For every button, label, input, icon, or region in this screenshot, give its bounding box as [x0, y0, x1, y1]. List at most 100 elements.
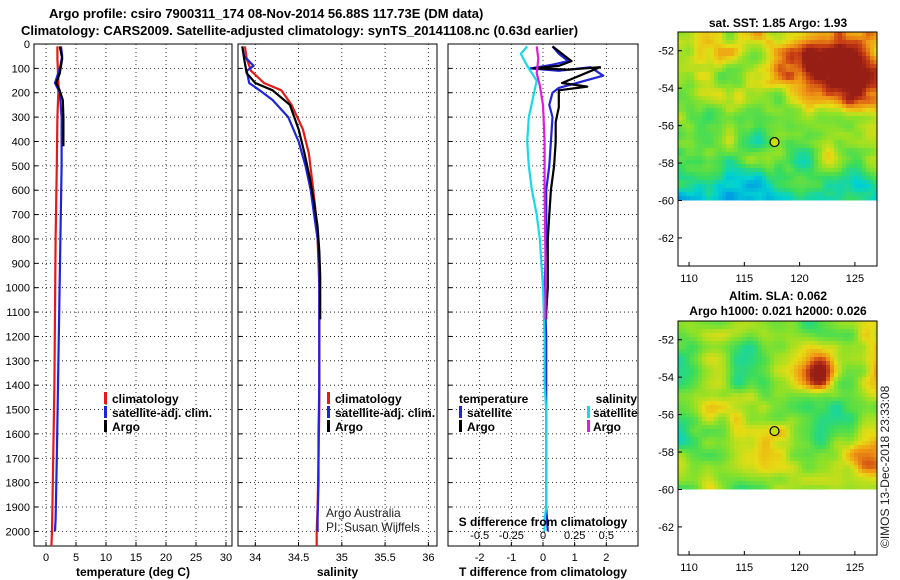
heatmap-cell: [870, 381, 874, 385]
heatmap-cell: [830, 357, 834, 361]
heatmap-cell: [702, 120, 706, 124]
heatmap-cell: [758, 112, 762, 116]
heatmap-cell: [822, 32, 826, 36]
heatmap-cell: [826, 40, 830, 44]
heatmap-cell: [742, 465, 746, 469]
heatmap-cell: [870, 188, 874, 192]
heatmap-cell: [818, 453, 822, 457]
heatmap-cell: [850, 92, 854, 96]
heatmap-cell: [850, 96, 854, 100]
heatmap-cell: [714, 401, 718, 405]
heatmap-cell: [754, 425, 758, 429]
heatmap-cell: [786, 196, 790, 200]
heatmap-cell: [762, 321, 766, 325]
heatmap-cell: [702, 385, 706, 389]
heatmap-cell: [798, 453, 802, 457]
heatmap-cell: [846, 76, 850, 80]
heatmap-cell: [774, 148, 778, 152]
heatmap-cell: [810, 409, 814, 413]
heatmap-cell: [786, 453, 790, 457]
heatmap-cell: [678, 140, 682, 144]
heatmap-cell: [746, 457, 750, 461]
heatmap-cell: [874, 469, 877, 473]
heatmap-cell: [810, 369, 814, 373]
heatmap-cell: [790, 112, 794, 116]
heatmap-cell: [734, 321, 738, 325]
heatmap-cell: [678, 96, 682, 100]
heatmap-cell: [866, 413, 870, 417]
heatmap-cell: [794, 116, 798, 120]
heatmap-cell: [738, 485, 742, 489]
heatmap-cell: [758, 44, 762, 48]
heatmap-cell: [678, 381, 682, 385]
heatmap-cell: [710, 100, 714, 104]
heatmap-cell: [862, 176, 866, 180]
heatmap-cell: [822, 172, 826, 176]
heatmap-cell: [766, 453, 770, 457]
heatmap-cell: [822, 369, 826, 373]
heatmap-cell: [794, 429, 798, 433]
heatmap-cell: [718, 116, 722, 120]
heatmap-cell: [690, 36, 694, 40]
heatmap-cell: [790, 401, 794, 405]
heatmap-cell: [870, 40, 874, 44]
heatmap-cell: [798, 180, 802, 184]
heatmap-cell: [762, 389, 766, 393]
heatmap-cell: [790, 481, 794, 485]
heatmap-cell: [818, 172, 822, 176]
heatmap-cell: [766, 429, 770, 433]
x-tick-label: 125: [846, 273, 864, 285]
heatmap-cell: [690, 405, 694, 409]
heatmap-cell: [862, 132, 866, 136]
y-tick-label: 800: [12, 234, 30, 246]
heatmap-cell: [758, 88, 762, 92]
heatmap-cell: [742, 96, 746, 100]
heatmap-cell: [806, 192, 810, 196]
heatmap-cell: [818, 140, 822, 144]
heatmap-cell: [806, 72, 810, 76]
heatmap-cell: [826, 164, 830, 168]
heatmap-cell: [714, 32, 718, 36]
heatmap-cell: [778, 389, 782, 393]
heatmap-cell: [686, 120, 690, 124]
heatmap-cell: [830, 72, 834, 76]
heatmap-cell: [774, 325, 778, 329]
heatmap-cell: [874, 124, 877, 128]
heatmap-cell: [794, 397, 798, 401]
heatmap-cell: [830, 152, 834, 156]
heatmap-cell: [842, 381, 846, 385]
heatmap-cell: [702, 341, 706, 345]
heatmap-cell: [682, 72, 686, 76]
heatmap-cell: [690, 341, 694, 345]
heatmap-cell: [738, 345, 742, 349]
heatmap-cell: [690, 100, 694, 104]
heatmap-cell: [746, 373, 750, 377]
heatmap-cell: [690, 425, 694, 429]
heatmap-cell: [802, 168, 806, 172]
heatmap-cell: [826, 401, 830, 405]
heatmap-cell: [874, 333, 877, 337]
heatmap-cell: [850, 321, 854, 325]
heatmap-cell: [734, 393, 738, 397]
heatmap-cell: [750, 32, 754, 36]
heatmap-cell: [834, 369, 838, 373]
heatmap-cell: [766, 397, 770, 401]
heatmap-cell: [718, 329, 722, 333]
heatmap-cell: [818, 465, 822, 469]
heatmap-cell: [750, 377, 754, 381]
heatmap-cell: [866, 481, 870, 485]
heatmap-cell: [874, 405, 877, 409]
heatmap-cell: [814, 353, 818, 357]
heatmap-cell: [842, 124, 846, 128]
heatmap-cell: [778, 112, 782, 116]
heatmap-cell: [742, 325, 746, 329]
heatmap-cell: [818, 148, 822, 152]
heatmap-cell: [726, 341, 730, 345]
heatmap-cell: [746, 473, 750, 477]
legend-swatch: [104, 420, 107, 432]
heatmap-cell: [734, 56, 738, 60]
heatmap-cell: [770, 44, 774, 48]
heatmap-cell: [794, 445, 798, 449]
heatmap-cell: [786, 389, 790, 393]
heatmap-cell: [782, 168, 786, 172]
